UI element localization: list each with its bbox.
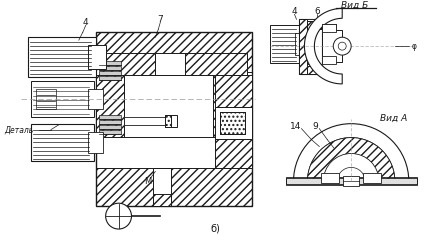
Bar (299, 19, 307, 74)
Bar (322, 24, 336, 30)
Text: 4: 4 (292, 7, 297, 16)
Text: φ: φ (412, 42, 417, 51)
Bar (322, 24, 336, 32)
Wedge shape (307, 138, 395, 181)
Text: 9: 9 (312, 122, 318, 131)
Bar (123, 75, 213, 137)
Bar (99, 61, 120, 65)
Bar (307, 19, 322, 29)
Bar (153, 169, 171, 206)
Bar (307, 66, 322, 74)
Bar (96, 75, 123, 137)
Text: 4: 4 (83, 18, 89, 27)
Polygon shape (304, 8, 342, 84)
Bar (28, 37, 96, 77)
Text: 6: 6 (315, 7, 320, 16)
Text: Вид Б: Вид Б (340, 1, 368, 10)
Bar (123, 117, 168, 125)
Text: Вид А: Вид А (380, 114, 407, 123)
Bar (215, 139, 252, 169)
Bar (220, 112, 245, 134)
Text: М: М (144, 177, 151, 186)
Bar (99, 130, 120, 134)
Bar (215, 75, 252, 107)
Text: б): б) (210, 223, 220, 233)
Bar (36, 89, 56, 109)
Text: 14: 14 (290, 122, 301, 131)
Bar (99, 115, 120, 119)
Bar (363, 173, 381, 181)
Circle shape (333, 37, 351, 55)
Circle shape (106, 203, 131, 229)
Bar (96, 32, 252, 72)
Bar (307, 21, 322, 29)
Wedge shape (324, 153, 379, 181)
Wedge shape (337, 167, 365, 181)
Bar (299, 64, 322, 74)
Bar (88, 45, 106, 69)
Bar (165, 115, 177, 127)
Bar (165, 115, 171, 127)
Bar (185, 53, 247, 75)
Bar (31, 81, 94, 117)
Bar (322, 56, 336, 62)
Bar (220, 112, 245, 134)
Bar (343, 176, 359, 186)
Bar (285, 177, 417, 185)
Bar (213, 75, 247, 137)
Bar (96, 169, 252, 206)
Bar (299, 19, 322, 29)
Bar (285, 178, 417, 184)
Bar (99, 71, 120, 75)
Bar (153, 194, 171, 206)
Bar (321, 173, 339, 183)
Wedge shape (324, 153, 379, 181)
Bar (31, 124, 94, 161)
Bar (322, 30, 342, 62)
Bar (321, 173, 339, 181)
Wedge shape (293, 124, 409, 181)
Bar (99, 125, 120, 129)
Bar (299, 19, 322, 74)
Bar (88, 132, 103, 153)
Bar (96, 32, 252, 206)
Text: Деталь: Деталь (4, 125, 33, 134)
Bar (99, 120, 120, 124)
Bar (96, 53, 155, 75)
Circle shape (338, 42, 346, 50)
Bar (307, 64, 322, 74)
Bar (99, 66, 120, 70)
Bar (363, 173, 381, 183)
Bar (322, 56, 336, 64)
Bar (88, 89, 103, 109)
Bar (99, 76, 120, 80)
Bar (296, 33, 305, 55)
Bar (270, 25, 299, 63)
Text: 7: 7 (157, 15, 163, 24)
Bar (215, 107, 252, 139)
Wedge shape (307, 138, 395, 181)
Bar (155, 53, 185, 75)
